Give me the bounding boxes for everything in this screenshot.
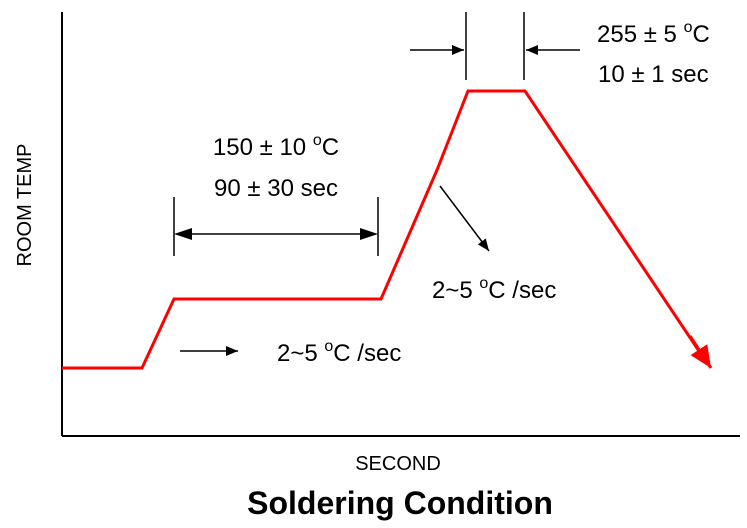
peak-window-markers [410, 12, 580, 80]
cool-down-arrow [439, 185, 490, 252]
preheat-window-bracket [173, 197, 379, 256]
preheat-temp-label: 150 ± 10 oC [213, 132, 339, 161]
peak-temp-label: 255 ± 5 oC [597, 19, 710, 48]
cool-down-rate-label: 2~5 oC /sec [432, 275, 556, 304]
peak-time-label: 10 ± 1 sec [598, 61, 709, 88]
profile-end-arrow [688, 335, 713, 369]
ramp-up-rate-label: 2~5 oC /sec [277, 338, 401, 367]
x-axis-label: SECOND [355, 453, 441, 475]
temperature-profile-line [62, 89, 705, 370]
y-axis-label: ROOM TEMP [14, 144, 36, 267]
diagram-title: Soldering Condition [247, 485, 553, 521]
preheat-time-label: 90 ± 30 sec [214, 175, 338, 202]
axes [61, 12, 740, 437]
